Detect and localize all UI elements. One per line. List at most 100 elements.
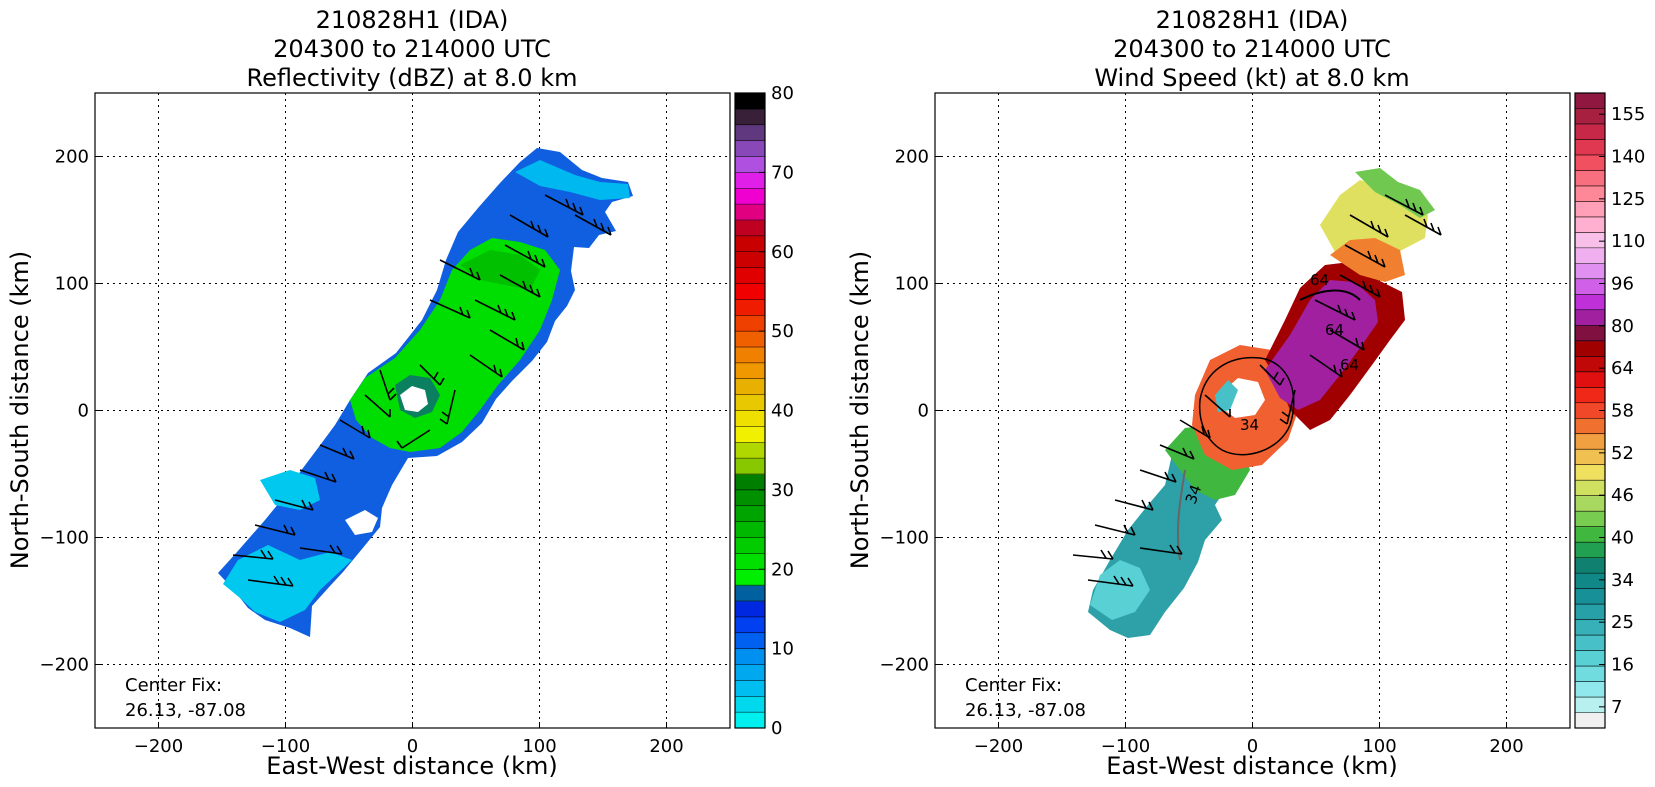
colorbar-segment xyxy=(1575,495,1605,512)
reflectivity-field xyxy=(218,148,633,637)
y-tick-label: 0 xyxy=(918,401,929,422)
wind-speed-green-north xyxy=(1355,168,1435,218)
wind-barb xyxy=(247,575,294,587)
reflectivity-light-band xyxy=(223,545,352,622)
wind-barb xyxy=(1259,364,1285,386)
contour-34 xyxy=(1176,469,1186,561)
wind-barb xyxy=(1204,394,1231,418)
y-tick-label: 100 xyxy=(895,274,929,295)
x-tick-labels: −200 −100 0 100 200 xyxy=(134,722,684,757)
colorbar-segment xyxy=(1575,573,1605,590)
x-tick-label: 200 xyxy=(1489,736,1523,757)
colorbar-tick-label: 125 xyxy=(1611,189,1645,210)
colorbar-segment xyxy=(735,331,765,348)
wind-barb xyxy=(439,259,481,281)
y-tick-label: −100 xyxy=(880,528,929,549)
chart-title-line-3: Wind Speed (kt) at 8.0 km xyxy=(1094,64,1409,92)
colorbar-tick-label: 40 xyxy=(771,401,794,422)
colorbar-segment xyxy=(1575,232,1605,249)
wind-barb xyxy=(489,329,525,351)
wind-barb xyxy=(1384,194,1424,216)
colorbar-segment xyxy=(1575,526,1605,543)
wind-barb xyxy=(429,299,471,319)
colorbar-tick-label: 40 xyxy=(1611,528,1634,549)
x-tick-label: −100 xyxy=(1101,736,1150,757)
colorbar-tick-label: 110 xyxy=(1611,231,1645,252)
colorbar-segment xyxy=(1575,712,1605,729)
colorbar-segment xyxy=(735,569,765,586)
wind-barb xyxy=(319,444,355,460)
wind-barb xyxy=(1279,389,1296,425)
colorbar-segment xyxy=(735,712,765,729)
y-tick-label: 200 xyxy=(895,147,929,168)
wind-speed-orange-north xyxy=(1330,238,1405,282)
colorbar-tick-label: 60 xyxy=(771,242,794,263)
colorbar-segment xyxy=(735,204,765,221)
wind-barb xyxy=(419,364,445,386)
colorbar-segment xyxy=(1575,511,1605,528)
wind-barb xyxy=(1139,544,1183,555)
colorbar-segment xyxy=(1575,263,1605,280)
colorbar-segment xyxy=(735,188,765,205)
colorbar-segment xyxy=(1575,604,1605,621)
colorbar-tick-label: 64 xyxy=(1611,358,1634,379)
colorbar-segment xyxy=(735,347,765,364)
reflectivity-eye xyxy=(400,386,428,412)
x-tick-labels: −200 −100 0 100 200 xyxy=(974,722,1524,757)
wind-barb xyxy=(1344,244,1386,268)
colorbar-segment xyxy=(735,378,765,396)
colorbar-segment xyxy=(735,664,765,681)
wind-barb xyxy=(1349,214,1389,238)
colorbar-tick-label: 52 xyxy=(1611,443,1634,464)
colorbar-segment xyxy=(735,632,765,650)
colorbar-segment xyxy=(1575,325,1605,342)
colorbar-segment xyxy=(1575,635,1605,652)
wind-barb xyxy=(1314,299,1356,321)
chart-title-line-2: 204300 to 214000 UTC xyxy=(1113,35,1391,63)
wind-barb xyxy=(474,299,516,321)
wind-barb xyxy=(1339,274,1381,298)
wind-barb xyxy=(544,194,584,216)
colorbar-segment xyxy=(1575,542,1605,559)
wind-barb xyxy=(1329,329,1365,351)
colorbar-tick-label: 80 xyxy=(1611,316,1634,337)
colorbar-segment xyxy=(735,220,765,237)
colorbar-tick-label: 34 xyxy=(1611,570,1634,591)
wind-barb xyxy=(339,419,371,439)
colorbar-segment xyxy=(735,442,765,459)
center-fix-value: 26.13, -87.08 xyxy=(965,700,1086,721)
colorbar-segment xyxy=(1575,185,1605,202)
colorbar-segment xyxy=(735,601,765,618)
colorbar-tick-label: 70 xyxy=(771,162,794,183)
colorbar-segment xyxy=(1575,340,1605,357)
colorbar-segment xyxy=(1575,371,1605,388)
contour-64 xyxy=(1198,356,1295,456)
wind-barb xyxy=(299,469,337,483)
colorbar-tick-label: 20 xyxy=(771,559,794,580)
colorbar-segment xyxy=(1575,418,1605,435)
center-fix-value: 26.13, -87.08 xyxy=(125,700,246,721)
y-tick-label: −200 xyxy=(40,655,89,676)
wind-speed-field xyxy=(1088,168,1435,638)
contour-label: 64 xyxy=(1325,321,1344,339)
colorbar-segment xyxy=(1575,108,1605,125)
x-tick-label: 100 xyxy=(1362,736,1396,757)
colorbar-tick-labels: 7 16 25 34 40 46 52 58 64 80 96 110 125 140 155 xyxy=(1599,104,1645,718)
colorbar-tick-label: 140 xyxy=(1611,147,1645,168)
contour-label: 34 xyxy=(1240,416,1259,434)
wind-barb xyxy=(1139,469,1177,483)
colorbar-segment xyxy=(1575,123,1605,140)
colorbar-segment xyxy=(735,251,765,269)
y-tick-label: −200 xyxy=(880,655,929,676)
colorbar-segment xyxy=(735,426,765,443)
wind-barb xyxy=(1114,499,1154,511)
y-tick-labels: 200 100 0 −100 −200 xyxy=(880,147,941,676)
wind-barb xyxy=(509,214,549,238)
x-tick-label: −200 xyxy=(134,736,183,757)
colorbar-segment xyxy=(1575,650,1605,667)
x-axis-label: East-West distance (km) xyxy=(266,752,557,780)
y-axis-label: North-South distance (km) xyxy=(6,251,34,570)
wind-barb xyxy=(1404,214,1442,236)
reflectivity-light-band-north xyxy=(515,160,630,200)
contour-label: 64 xyxy=(1310,271,1329,289)
